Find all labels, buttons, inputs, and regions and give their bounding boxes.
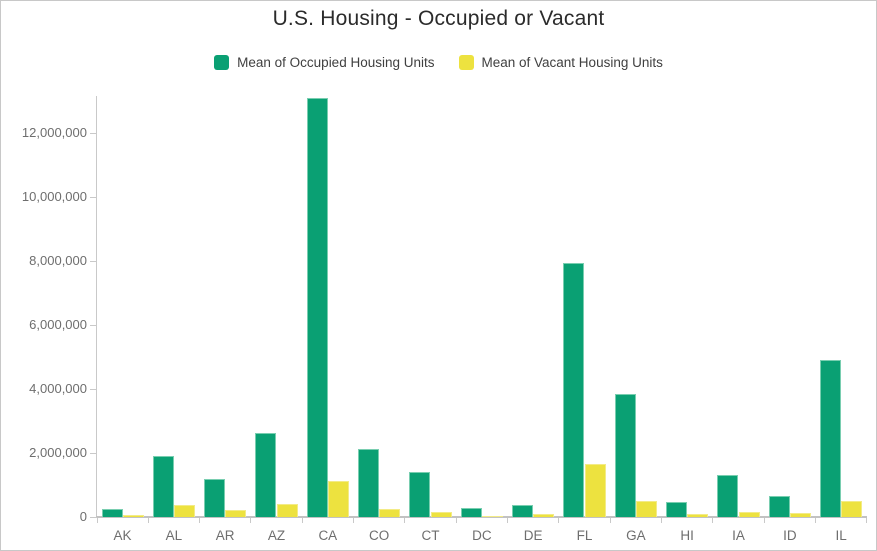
x-axis-tick <box>455 518 457 523</box>
bar-de-occupied[interactable] <box>512 504 534 517</box>
bar-hi-vacant[interactable] <box>687 514 709 517</box>
x-axis-line <box>96 516 867 518</box>
bar-ga-vacant[interactable] <box>636 500 658 517</box>
bar-fl-vacant[interactable] <box>584 464 606 517</box>
bar-de-vacant[interactable] <box>533 514 555 517</box>
x-axis-tick <box>558 518 560 523</box>
legend-item-occupied[interactable]: Mean of Occupied Housing Units <box>214 55 435 70</box>
bar-il-occupied[interactable] <box>820 360 842 517</box>
x-axis-tick <box>763 518 765 523</box>
x-tick-label: CA <box>318 528 338 543</box>
bar-ia-occupied[interactable] <box>717 475 739 517</box>
bar-dc-occupied[interactable] <box>460 507 482 517</box>
bar-co-vacant[interactable] <box>379 509 401 517</box>
x-axis-tick <box>609 518 611 523</box>
y-axis-tick <box>90 388 97 390</box>
y-axis-tick <box>90 260 97 262</box>
x-tick-label: AR <box>215 528 235 543</box>
chart-title: U.S. Housing - Occupied or Vacant <box>272 7 605 30</box>
bar-ar-occupied[interactable] <box>204 479 226 517</box>
x-axis-tick <box>815 518 817 523</box>
x-tick-label: AL <box>165 528 183 543</box>
y-tick-label: 4,000,000 <box>29 381 87 396</box>
bar-az-vacant[interactable] <box>276 503 298 517</box>
bar-ia-vacant[interactable] <box>738 511 760 517</box>
bar-co-occupied[interactable] <box>358 448 380 517</box>
y-tick-label: 10,000,000 <box>21 189 87 204</box>
x-tick-label: DC <box>472 528 492 543</box>
bar-ak-vacant[interactable] <box>122 514 144 517</box>
x-axis-tick <box>507 518 509 523</box>
x-axis-tick <box>96 518 98 523</box>
bar-id-vacant[interactable] <box>790 513 812 517</box>
x-tick-label: GA <box>626 528 646 543</box>
legend-item-vacant[interactable]: Mean of Vacant Housing Units <box>458 55 663 70</box>
vacant-swatch-icon <box>458 55 474 70</box>
y-axis-tick <box>90 132 97 134</box>
bar-ca-vacant[interactable] <box>328 481 350 517</box>
legend: Mean of Occupied Housing Units Mean of V… <box>1 55 876 70</box>
x-axis-tick <box>147 518 149 523</box>
x-axis-tick <box>712 518 714 523</box>
bar-ct-vacant[interactable] <box>430 511 452 517</box>
x-tick-label: CO <box>369 528 390 543</box>
bar-al-occupied[interactable] <box>152 456 174 517</box>
x-axis-tick <box>353 518 355 523</box>
occupied-swatch-icon <box>214 55 230 70</box>
bar-hi-occupied[interactable] <box>666 501 688 517</box>
y-axis-tick <box>90 452 97 454</box>
x-axis-tick <box>404 518 406 523</box>
x-axis-tick <box>250 518 252 523</box>
y-axis-tick <box>90 324 97 326</box>
x-tick-label: IL <box>835 528 847 543</box>
x-tick-label: AZ <box>267 528 286 543</box>
x-tick-label: DE <box>523 528 543 543</box>
bar-il-vacant[interactable] <box>841 501 863 517</box>
x-axis-tick <box>661 518 663 523</box>
x-tick-label: AK <box>113 528 132 543</box>
bar-ga-occupied[interactable] <box>614 393 636 517</box>
x-axis-tick <box>301 518 303 523</box>
y-tick-label: 12,000,000 <box>21 125 87 140</box>
bar-dc-vacant[interactable] <box>482 515 504 517</box>
x-tick-label: ID <box>783 528 797 543</box>
bar-ca-occupied[interactable] <box>306 97 328 517</box>
legend-label-vacant: Mean of Vacant Housing Units <box>481 55 663 70</box>
x-axis-tick <box>866 518 868 523</box>
y-axis-tick <box>90 196 97 198</box>
x-tick-label: CT <box>421 528 440 543</box>
y-tick-label: 0 <box>79 509 87 524</box>
y-axis-tick <box>90 516 97 518</box>
x-tick-label: FL <box>576 528 593 543</box>
x-tick-label: IA <box>732 528 745 543</box>
x-tick-label: HI <box>680 528 694 543</box>
bar-ak-occupied[interactable] <box>101 508 123 517</box>
x-axis-tick <box>199 518 201 523</box>
y-tick-label: 8,000,000 <box>29 253 87 268</box>
bar-id-occupied[interactable] <box>768 495 790 517</box>
y-tick-label: 2,000,000 <box>29 445 87 460</box>
bar-fl-occupied[interactable] <box>563 262 585 517</box>
y-tick-label: 6,000,000 <box>29 317 87 332</box>
bar-az-occupied[interactable] <box>255 432 277 517</box>
bar-ct-occupied[interactable] <box>409 472 431 517</box>
legend-label-occupied: Mean of Occupied Housing Units <box>237 55 435 70</box>
bar-ar-vacant[interactable] <box>225 510 247 517</box>
y-axis-line <box>96 96 97 517</box>
bar-al-vacant[interactable] <box>174 504 196 517</box>
